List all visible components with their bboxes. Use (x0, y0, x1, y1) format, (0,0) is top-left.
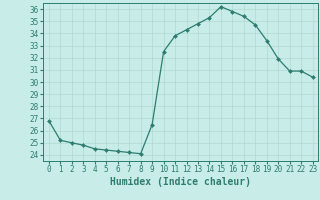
X-axis label: Humidex (Indice chaleur): Humidex (Indice chaleur) (110, 177, 251, 187)
